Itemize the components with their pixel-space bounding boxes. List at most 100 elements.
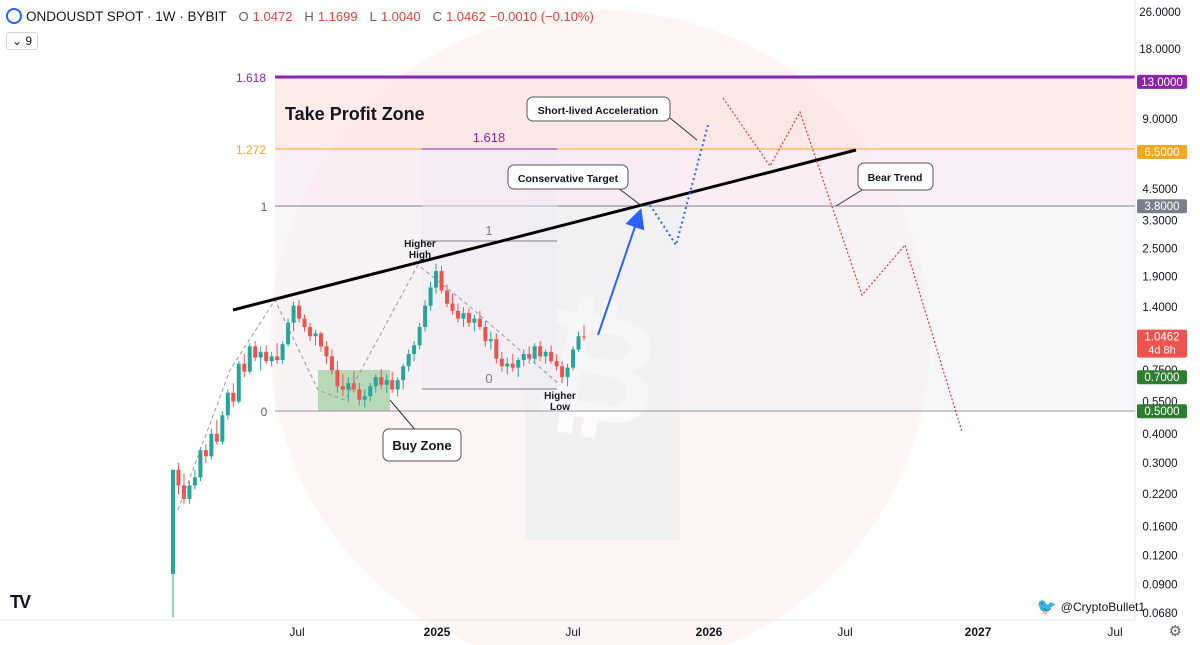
symbol-title[interactable]: ONDOUSDT SPOT · 1W · BYBIT [26,8,227,24]
candle-body [445,290,449,304]
candle-body [280,344,285,360]
candle [488,331,493,350]
candle-body [286,322,291,345]
candle-body [571,349,576,368]
short-lived-label: Short-lived Acceleration [538,105,658,117]
price-tag: 0.7000 [1137,370,1187,385]
candle [203,444,208,463]
candle [439,266,444,294]
candle [225,389,230,420]
candle-body [423,305,428,328]
callout-short-lived [526,96,671,122]
candle [258,346,263,371]
candle-body [477,318,482,328]
candle-body [521,354,526,360]
blue-dotted-path [649,124,709,248]
candle [401,363,406,390]
candle [571,346,576,371]
fib-zone-gray [275,206,1135,411]
close-label: C [432,8,442,24]
higher-low-label-2: Low [550,402,570,413]
candle-body [351,383,356,390]
candle-body [302,318,307,328]
twitter-icon: 🐦 [1036,599,1057,616]
candle [236,361,241,404]
candle [214,419,219,445]
price-tag-bg [1137,199,1187,214]
price-tag-bg [1137,144,1187,159]
candle-body [231,392,236,402]
candle [297,300,302,323]
candle [516,357,521,378]
candle [412,341,417,362]
buy-zone-label: Buy Zone [392,438,451,453]
higher-low-label-1: Higher [544,391,576,402]
candle [242,354,247,378]
y-tick-label: 0.4000 [1142,429,1177,441]
higher-high-label-2: High [409,250,431,261]
candle [346,377,351,402]
candle [220,411,225,445]
y-tick-label: 0.2200 [1142,489,1177,501]
candle-body [406,354,411,367]
inner-fib-label-1618: 1.618 [473,130,506,145]
candle [455,303,460,323]
swing-zigzag [177,264,561,511]
x-tick-label: 2027 [965,625,992,639]
candle [499,351,504,372]
candle [329,349,334,375]
change-value: −0.0010 (−0.10%) [489,8,594,24]
candle [269,351,274,367]
candle-body [198,450,203,478]
candle-body [214,433,219,442]
candle [477,310,482,330]
candle-body [242,363,247,372]
indicator-toggle[interactable]: ⌄ 9 [6,32,39,50]
candle-body [275,356,280,360]
candle-body [417,327,422,346]
candle-body [324,346,329,357]
candle-body [560,366,565,378]
candle [521,349,526,367]
candle-body [291,305,296,323]
candle [302,314,307,332]
price-tag-label: 1.0462 [1144,332,1179,344]
candle-body [461,313,466,319]
open-value: 1.0472 [252,8,293,24]
higher-high-label-1: Higher [404,239,436,250]
x-tick-label: Jul [289,625,304,639]
candle-body [384,380,389,385]
y-tick-label: 0.0680 [1142,608,1177,620]
candle [428,281,433,311]
candle [308,322,312,342]
callout-bear [857,162,934,191]
candle [335,361,340,393]
price-axis[interactable]: 26.0000 18.0000 13.0000 9.0000 6.5000 4.5000 3… [1139,7,1181,620]
candle-body [505,363,510,367]
candle-body [483,327,488,342]
candle [582,325,586,341]
candle [198,447,203,482]
candle [340,374,345,397]
candle [357,383,362,406]
candle [450,293,455,315]
candle [472,314,477,332]
candle-body [373,377,378,387]
candle-body [582,336,586,338]
candle [560,361,565,384]
callout-buy [382,428,462,462]
tradingview-logo-icon[interactable]: TV [10,592,31,612]
gear-icon[interactable]: ⚙ [1168,623,1182,640]
pointer-buy [389,399,418,433]
symbol-header: ONDOUSDT SPOT · 1W · BYBIT O 1.0472 H 1.… [6,8,594,24]
time-axis[interactable]: Jul 2025 Jul 2026 Jul 2027 Jul [289,625,1122,639]
candle-body [335,370,340,387]
candle-body [264,351,269,362]
candle [390,371,395,393]
y-tick-label: 26.0000 [1139,7,1181,19]
price-tag-bg [1137,404,1187,419]
candle-body [439,271,444,291]
author-handle: @CryptoBullet1 [1060,600,1145,614]
